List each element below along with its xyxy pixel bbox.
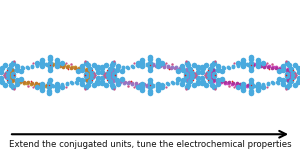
Text: Extend the conjugated units, tune the electrochemical properties: Extend the conjugated units, tune the el… bbox=[9, 140, 291, 149]
